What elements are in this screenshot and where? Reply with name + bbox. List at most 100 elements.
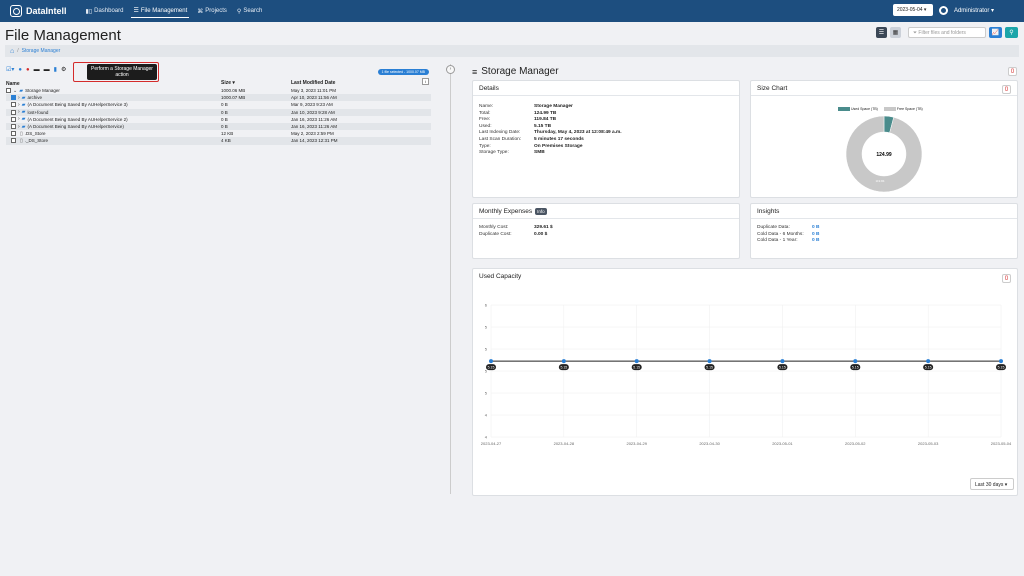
- data-point[interactable]: [853, 359, 858, 364]
- user-menu[interactable]: Administrator ▾: [953, 7, 994, 14]
- archive-icon[interactable]: ▬: [33, 67, 40, 73]
- row-checkbox[interactable]: [11, 131, 16, 137]
- kv-value[interactable]: 0 B: [812, 231, 820, 237]
- kv-value: 124.99 TB: [534, 110, 557, 116]
- gear-icon[interactable]: [938, 5, 948, 15]
- kv-value[interactable]: 0 B: [812, 238, 820, 244]
- legend-used[interactable]: Used Space (TB): [838, 107, 878, 112]
- filter-input[interactable]: ⏷ Filter files and folders: [908, 27, 986, 38]
- row-name[interactable]: (A Document Being Saved By AUHelperServi…: [27, 116, 128, 122]
- folder-icon: ▰: [19, 87, 24, 94]
- file-icon: ▯: [20, 130, 23, 137]
- collapse-toggle[interactable]: ›: [446, 65, 455, 74]
- x-tick-label: 2023-04-27: [481, 441, 502, 446]
- expand-chevron-icon[interactable]: ›: [18, 109, 20, 116]
- home-icon[interactable]: ⌂: [10, 47, 15, 55]
- info-badge[interactable]: Info: [535, 207, 547, 215]
- kv-label: Cold Data - 6 Months:: [757, 231, 804, 237]
- data-point[interactable]: [489, 359, 493, 364]
- breadcrumb-storage-manager[interactable]: Storage Manager: [21, 48, 61, 54]
- kv-row: Duplicate Cost: 0.00 $: [479, 232, 733, 239]
- file-list-panel: ☑▾ ● ● ▬ ▬ ▮ ⚙ Perform a Storage Manager…: [6, 62, 431, 145]
- list-view-button[interactable]: ☰: [876, 27, 887, 38]
- row-name[interactable]: .DS_Store: [24, 131, 46, 137]
- kv-row: Used: 5.15 TB: [479, 124, 733, 131]
- legend-free[interactable]: Free Space (TB): [883, 107, 923, 112]
- expand-chevron-icon[interactable]: ›: [18, 101, 20, 108]
- data-point[interactable]: [780, 359, 785, 364]
- kv-value: 5 minutes 17 seconds: [534, 136, 584, 142]
- row-checkbox[interactable]: [11, 109, 16, 115]
- table-row[interactable]: › ▰ archive 1000.07 MB Apr 10, 2023 11:56 AM: [6, 94, 431, 102]
- pdf-export-icon[interactable]: ▯: [1002, 85, 1011, 94]
- row-name[interactable]: (A Document Being Saved By AUHelperServi…: [27, 102, 128, 108]
- nav-file-management[interactable]: ☰ File Management: [131, 4, 190, 18]
- row-checkbox[interactable]: [11, 124, 16, 130]
- delete-icon[interactable]: ▮: [53, 67, 57, 73]
- table-row[interactable]: › ▰ (A Document Being Saved By AUHelperSer…: [6, 122, 431, 131]
- data-point[interactable]: [561, 359, 566, 364]
- info-icon[interactable]: i: [422, 78, 429, 85]
- col-name[interactable]: Name: [6, 80, 20, 87]
- expand-chevron-icon[interactable]: ›: [18, 94, 20, 101]
- row-checkbox[interactable]: [6, 88, 11, 94]
- kv-row: Name: Storage Manager: [479, 104, 733, 111]
- nav-search[interactable]: ⚲ Search: [236, 8, 263, 15]
- row-name[interactable]: archive: [27, 95, 43, 101]
- selected-badge: 1 file selected - 1000.07 MB: [377, 69, 429, 75]
- data-point[interactable]: [999, 359, 1003, 364]
- data-point[interactable]: [926, 359, 931, 364]
- grid-view-button[interactable]: ▦: [890, 27, 901, 38]
- row-name[interactable]: ._DS_Store: [24, 138, 49, 144]
- expand-chevron-icon[interactable]: ›: [18, 123, 20, 130]
- data-point[interactable]: [634, 359, 639, 364]
- tag-icon[interactable]: ●: [18, 67, 23, 73]
- kv-row: Monthly Cost: 329.61 $: [479, 225, 733, 232]
- col-size[interactable]: Size ▾: [221, 80, 235, 86]
- row-checkbox[interactable]: [11, 102, 16, 108]
- row-checkbox[interactable]: [11, 138, 16, 144]
- app-logo[interactable]: DataIntell: [10, 5, 67, 17]
- tag-remove-icon[interactable]: ●: [26, 67, 30, 73]
- table-row[interactable]: › ▰ lost+found 0 B Jan 10, 2023 9:28 AM: [6, 108, 431, 116]
- data-point[interactable]: [707, 359, 712, 364]
- nav-dashboard[interactable]: ▮▯ Dashboard: [85, 8, 124, 15]
- row-date: May 3, 2023 11:01 PM: [291, 88, 336, 94]
- data-label-bg: [850, 364, 861, 371]
- row-name[interactable]: Storage Manager: [25, 88, 60, 94]
- table-row[interactable]: › ▰ (A Document Being Saved By AUHelperSer…: [6, 101, 431, 108]
- row-checkbox[interactable]: [11, 116, 16, 122]
- table-row[interactable]: › ▰ (A Document Being Saved By AUHelperSer…: [6, 116, 431, 123]
- kv-label: Last Indexing Date:: [479, 130, 521, 136]
- data-label: 5.15: [633, 366, 640, 370]
- x-tick-label: 2023-05-01: [772, 441, 793, 446]
- period-select[interactable]: Last 30 days ▾: [970, 478, 1014, 490]
- used-capacity-title: Used Capacity: [479, 273, 522, 280]
- kv-label: Name:: [479, 104, 494, 109]
- pdf-export-icon[interactable]: ▯: [1002, 274, 1011, 283]
- storage-action-icon[interactable]: ⚙: [60, 67, 67, 73]
- expand-chevron-icon[interactable]: ›: [18, 116, 20, 123]
- table-row[interactable]: ▯ ._DS_Store 4 KB Jan 14, 2023 12:31 PM: [6, 137, 431, 145]
- x-tick-label: 2023-04-29: [626, 441, 647, 446]
- kv-value[interactable]: 0 B: [812, 225, 820, 230]
- table-row[interactable]: ▯ .DS_Store 12 KB May 2, 2023 2:59 PM: [6, 130, 431, 137]
- col-date[interactable]: Last Modified Date: [291, 80, 336, 86]
- pdf-export-icon[interactable]: ▯: [1008, 67, 1017, 76]
- storage-title: ≡ Storage Manager: [472, 66, 559, 77]
- chart-toggle-button[interactable]: 📈: [989, 27, 1002, 38]
- page-title: File Management: [5, 27, 121, 44]
- donut-free-slice[interactable]: [845, 115, 923, 193]
- data-label-bg: [704, 364, 715, 371]
- row-name[interactable]: lost+found: [27, 109, 49, 115]
- date-select[interactable]: 2023-05-04 ▾: [892, 4, 933, 16]
- table-row[interactable]: ⌄ ▰ Storage Manager 1000.06 MB May 3, 2023 1…: [6, 87, 431, 94]
- row-checkbox[interactable]: [11, 95, 16, 101]
- nav-projects[interactable]: ⌘ Projects: [197, 8, 227, 15]
- search-button[interactable]: ⚲: [1005, 27, 1018, 38]
- expand-chevron-icon[interactable]: ⌄: [13, 87, 18, 94]
- row-name[interactable]: (A Document Being Saved By AUHelperServi…: [27, 124, 124, 130]
- drive-icon[interactable]: ▬: [43, 67, 50, 73]
- select-checkbox-icon[interactable]: ☑▾: [6, 67, 15, 73]
